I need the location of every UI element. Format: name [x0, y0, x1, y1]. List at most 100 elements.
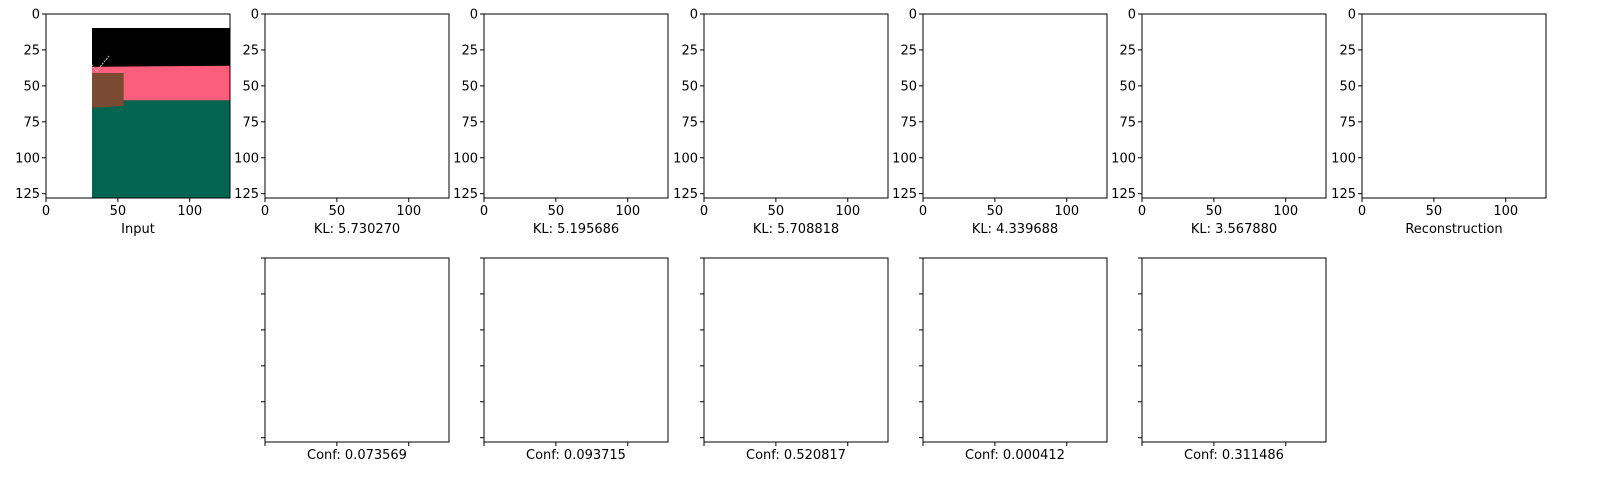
top-panel-4-xtick-label: 50: [987, 204, 1004, 219]
top-panel-1-ytick-label: 75: [242, 115, 259, 130]
top-panel-4: 0 50 100 0 25 50 75 100 125 KL: 4.339688: [892, 8, 1108, 237]
top-panel-3: 0 50 100 0 25 50 75 100 125 KL: 5.708818: [673, 8, 889, 237]
top-panel-5-ytick-label: 0: [1128, 8, 1136, 23]
top-panel-caption: KL: 5.195686: [533, 222, 619, 237]
image-background: [484, 14, 668, 198]
top-panel-2: 0 50 100 0 25 50 75 100 125 KL: 5.195686: [453, 8, 669, 237]
top-panel-6-xtick-label: 0: [1358, 204, 1366, 219]
top-panel-3-ytick-label: 50: [681, 79, 698, 94]
top-panel-3-xtick-label: 50: [768, 204, 785, 219]
conf-object-top-glow: [731, 316, 776, 322]
top-panel-4-xtick-label: 100: [1054, 204, 1079, 219]
top-panel-3-frame: [703, 13, 889, 199]
image-background: [1362, 14, 1546, 198]
top-panel-0-xtick-label: 50: [110, 204, 127, 219]
top-panel-2-ytick-label: 25: [461, 43, 478, 58]
top-panel-2-frame: [483, 13, 669, 199]
conf-panel-2: Conf: 0.520817: [700, 257, 889, 463]
conf-panel-2-frame: [703, 257, 889, 443]
slot-object-edge: [733, 73, 778, 76]
top-panel-2-xtick-label: 0: [480, 204, 488, 219]
top-panel-1-frame: [264, 13, 450, 199]
top-panel-1-ytick-label: 25: [242, 43, 259, 58]
conf-white-top: [1142, 258, 1326, 317]
top-panel-5-ytick-label: 75: [1119, 115, 1136, 130]
conf-band-outer: [265, 323, 439, 333]
top-panel-5-xtick-label: 100: [1273, 204, 1298, 219]
conf-heatmap-4: [1142, 258, 1326, 442]
top-panel-image-0: [92, 28, 230, 198]
conf-strip-edge-top: [562, 325, 654, 326]
conf-object-core: [294, 321, 339, 348]
slot-faint-spot: [940, 87, 944, 90]
top-panel-6-xtick-label: 50: [1426, 204, 1443, 219]
conf-panel-3: Conf: 0.000412: [919, 257, 1108, 463]
top-panel-4-ytick-label: 100: [892, 151, 917, 166]
object-highlight: [1385, 86, 1389, 98]
top-panel-2-xtick-label: 50: [548, 204, 565, 219]
conf-dark-strip: [560, 326, 653, 333]
conf-white-ground: [704, 340, 888, 442]
top-panel-4-ytick-label: 50: [900, 79, 917, 94]
top-panel-4-ytick-label: 125: [892, 187, 917, 202]
heatmap-background: [704, 258, 888, 442]
top-panel-image-4: [923, 14, 1107, 198]
top-panel-3-ytick-label: 0: [690, 8, 698, 23]
top-panel-2-ytick-label: 0: [470, 8, 478, 23]
wall-band: [92, 65, 230, 104]
conf-band-core: [266, 324, 437, 331]
object-antenna: [92, 55, 110, 73]
top-panel-3-ytick-label: 75: [681, 115, 698, 130]
conf-heatmap-2: [704, 258, 888, 442]
conf-faint-mark: [1182, 349, 1208, 355]
conf-dark-object: [501, 323, 560, 345]
wall-band: [1362, 66, 1546, 103]
top-panel-2-ytick-label: 100: [453, 151, 478, 166]
top-panel-6-ytick-label: 50: [1339, 79, 1356, 94]
top-panel-3-ytick-label: 25: [681, 43, 698, 58]
top-panel-0-xtick-label: 100: [177, 204, 202, 219]
top-panel-1-ytick-label: 100: [234, 151, 259, 166]
top-panel-6-xtick-label: 100: [1493, 204, 1518, 219]
top-panel-image-1: [265, 14, 449, 198]
top-panel-0-ytick-label: 0: [32, 8, 40, 23]
top-panel-3-xtick-label: 0: [700, 204, 708, 219]
conf-panel-4-frame: [1141, 257, 1327, 443]
top-panel-3-ytick-label: 100: [673, 151, 698, 166]
conf-hotspot-glow: [937, 328, 947, 337]
top-panel-0-ytick-label: 100: [15, 151, 40, 166]
top-panel-5-xtick-label: 50: [1206, 204, 1223, 219]
conf-heatmap-1: [484, 258, 668, 442]
top-panel-caption: KL: 5.708818: [753, 222, 839, 237]
conf-heatmap-3: [923, 258, 1107, 442]
conf-panel-caption: Conf: 0.520817: [746, 448, 846, 463]
object-body: [1386, 74, 1438, 109]
conf-white-band: [484, 310, 668, 346]
top-panel-caption: Input: [121, 222, 155, 237]
slot-ground: [704, 96, 888, 198]
top-panel-4-ytick-label: 25: [900, 43, 917, 58]
conf-object-shadow: [736, 344, 782, 354]
top-panel-6-ytick-label: 125: [1331, 187, 1356, 202]
top-panel-6: 0 50 100 0 25 50 75 100 125 Reconstruction: [1331, 8, 1547, 237]
conf-panel-caption: Conf: 0.311486: [1184, 448, 1284, 463]
conf-object-edge: [501, 321, 510, 344]
image-background: [704, 14, 888, 198]
conf-panel-4: Conf: 0.311486: [1138, 257, 1327, 463]
top-panel-6-frame: [1361, 13, 1547, 199]
slot-occlusion-left: [501, 79, 560, 101]
top-panel-caption: KL: 5.730270: [314, 222, 400, 237]
top-panel-6-ytick-label: 25: [1339, 43, 1356, 58]
conf-faint-trail: [943, 327, 966, 333]
top-panel-2-ytick-label: 75: [461, 115, 478, 130]
slot-object-shadow: [736, 100, 782, 110]
top-panel-5: 0 50 100 0 25 50 75 100 125 KL: 3.567880: [1111, 8, 1327, 237]
slot-occlusion-strip: [560, 82, 653, 89]
heatmap-background: [1142, 258, 1326, 442]
object-smoke: [1402, 53, 1425, 70]
conf-panel-caption: Conf: 0.073569: [307, 448, 407, 463]
top-panel-4-ytick-label: 75: [900, 115, 917, 130]
heatmap-background: [484, 258, 668, 442]
conf-panel-0: Conf: 0.073569: [261, 257, 450, 463]
